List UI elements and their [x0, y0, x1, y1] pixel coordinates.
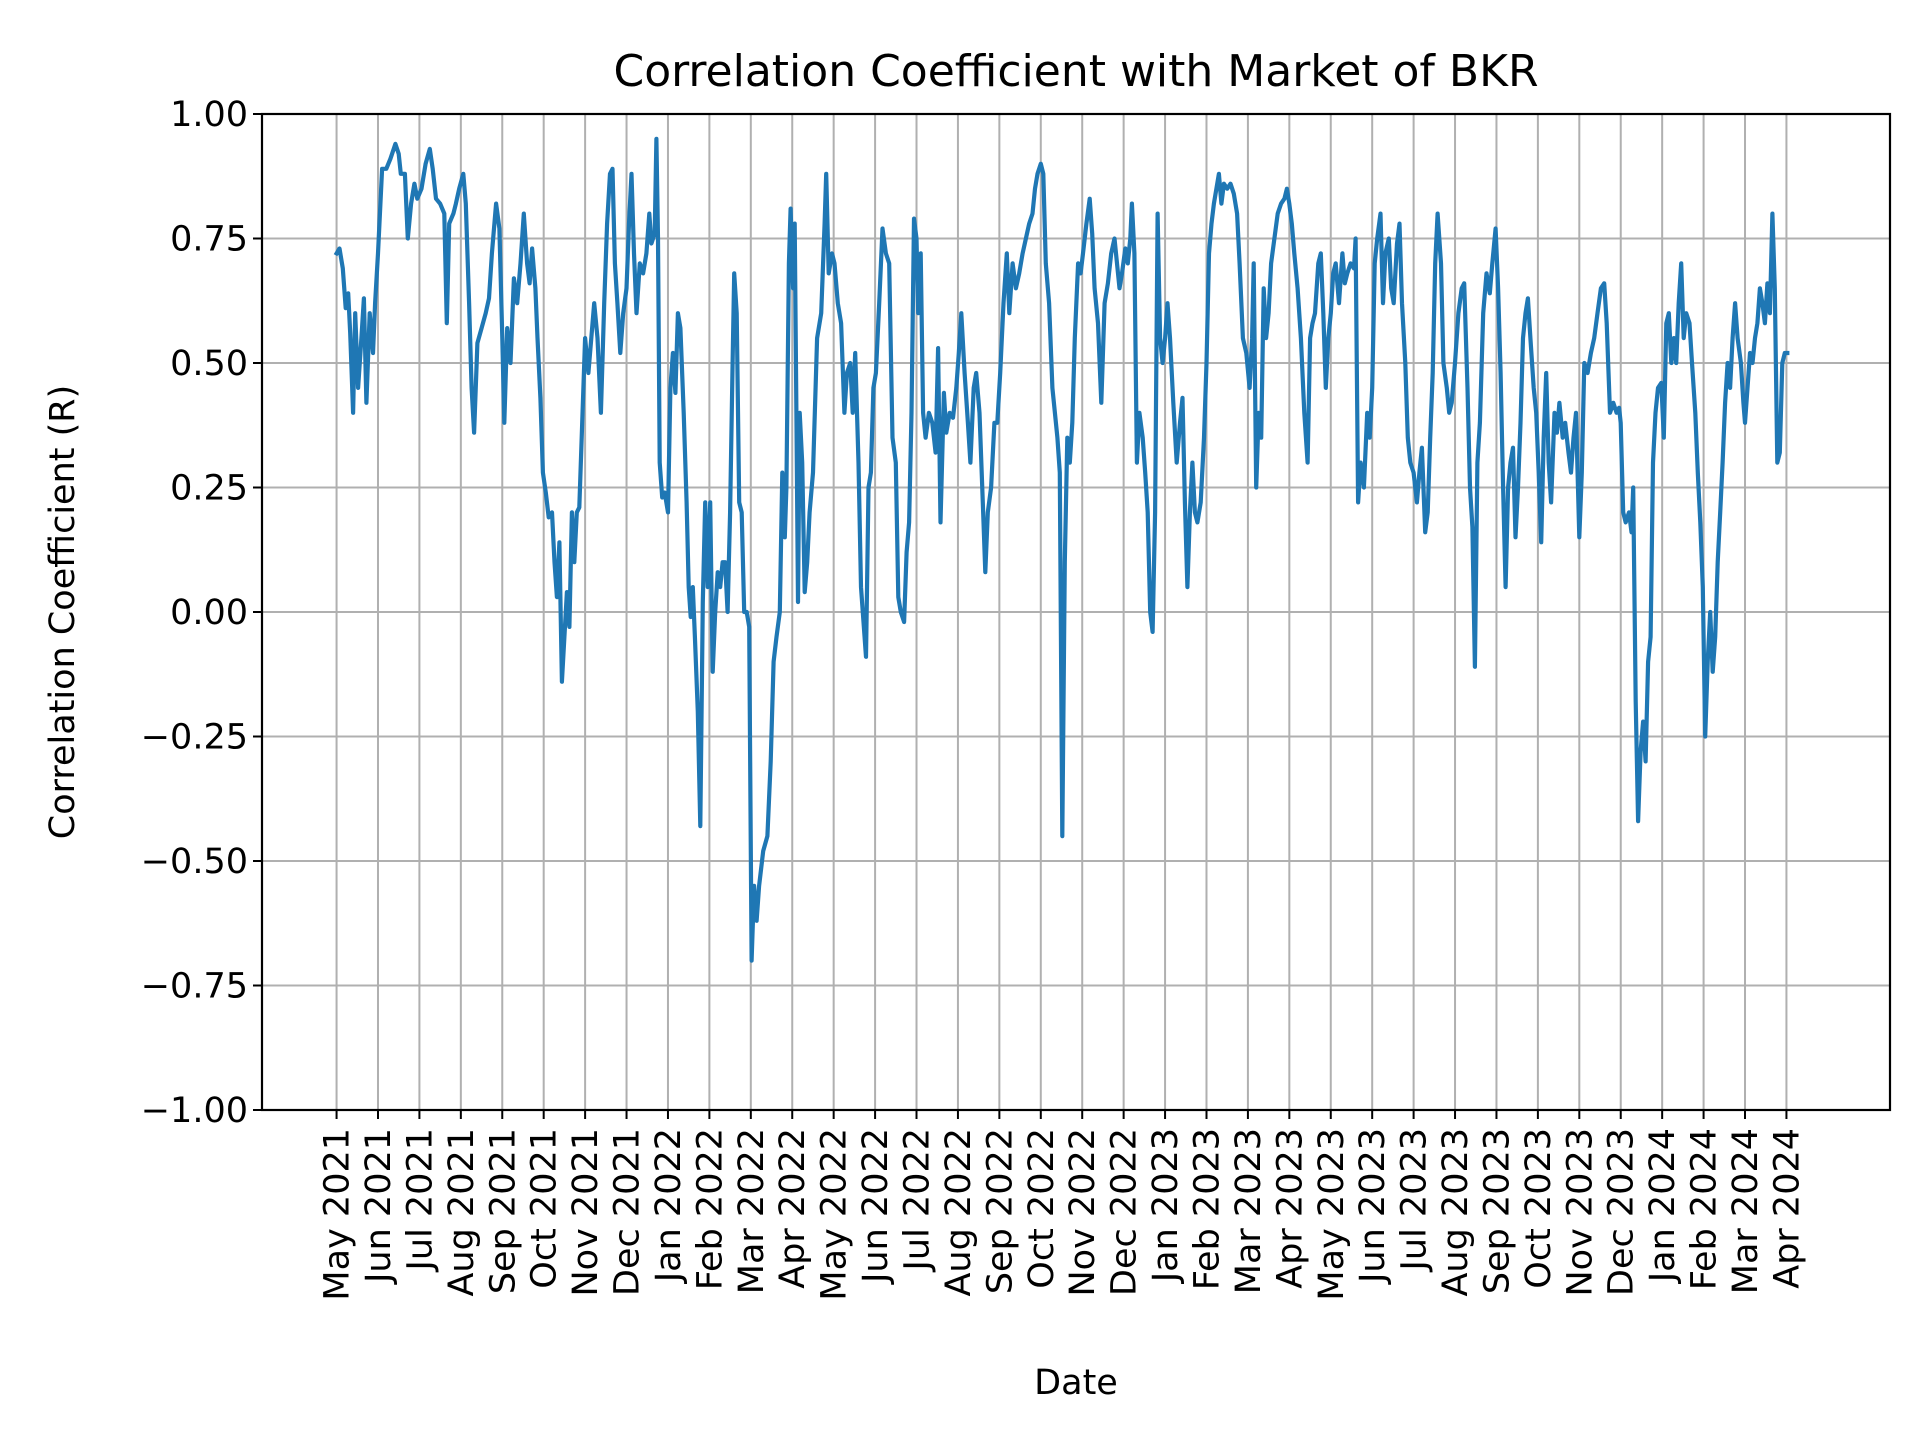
y-tick-label: −0.75 — [141, 967, 248, 1007]
x-tick-label: Jan 2023 — [1146, 1128, 1186, 1284]
series-layer — [333, 136, 1790, 963]
chart-title: Correlation Coefficient with Market of B… — [613, 46, 1538, 97]
x-tick-label: Apr 2022 — [773, 1128, 813, 1289]
x-tick-label: Feb 2023 — [1187, 1128, 1227, 1290]
x-tick-label: Aug 2023 — [1436, 1128, 1476, 1297]
x-tick-label: Feb 2024 — [1685, 1128, 1725, 1290]
y-tick-label: 1.00 — [170, 95, 248, 135]
x-tick-label: Apr 2024 — [1767, 1128, 1807, 1289]
y-tick-label: 0.00 — [170, 593, 248, 633]
x-tick-label: Jul 2022 — [898, 1128, 938, 1272]
x-tick-label: Mar 2022 — [732, 1128, 772, 1294]
y-tick-label: −0.25 — [141, 718, 248, 758]
axis-ticks: −1.00 −0.75 −0.50 −0.25 0.00 0.25 0.50 0.75 1.00… — [141, 95, 1808, 1301]
y-tick-label: −0.50 — [141, 842, 248, 882]
x-tick-label: Nov 2022 — [1063, 1128, 1103, 1297]
x-tick-label: May 2023 — [1312, 1128, 1352, 1301]
x-tick-label: Sep 2022 — [980, 1128, 1020, 1294]
x-tick-label: Aug 2022 — [939, 1128, 979, 1297]
x-tick-label: Oct 2022 — [1022, 1128, 1062, 1289]
x-tick-label: Jul 2021 — [400, 1128, 440, 1272]
x-tick-label: Oct 2023 — [1519, 1128, 1559, 1289]
x-tick-label: Nov 2023 — [1560, 1128, 1600, 1297]
x-tick-label: Jun 2022 — [856, 1128, 896, 1285]
x-tick-label: May 2021 — [318, 1128, 358, 1301]
x-tick-label: Dec 2021 — [608, 1128, 648, 1296]
x-tick-label: Dec 2023 — [1602, 1128, 1642, 1296]
x-tick-label: Jun 2021 — [359, 1128, 399, 1285]
x-tick-label: Mar 2024 — [1726, 1128, 1766, 1294]
x-tick-label: Dec 2022 — [1105, 1128, 1145, 1296]
y-tick-label: 0.50 — [170, 344, 248, 384]
y-tick-label: 0.75 — [170, 220, 248, 260]
x-tick-label: Nov 2021 — [566, 1128, 606, 1297]
y-tick-label: 0.25 — [170, 469, 248, 509]
x-tick-label: Oct 2021 — [525, 1128, 565, 1289]
x-tick-label: Mar 2023 — [1229, 1128, 1269, 1294]
x-tick-label: Jan 2022 — [649, 1128, 689, 1284]
x-tick-label: Sep 2023 — [1477, 1128, 1517, 1294]
x-tick-label: Aug 2021 — [442, 1128, 482, 1297]
x-tick-label: Jan 2024 — [1643, 1128, 1683, 1284]
x-tick-label: Feb 2022 — [690, 1128, 730, 1290]
x-tick-label: May 2022 — [815, 1128, 855, 1301]
x-tick-label: Jun 2023 — [1353, 1128, 1393, 1285]
x-tick-label: Jul 2023 — [1395, 1128, 1435, 1272]
x-axis-label: Date — [1034, 1363, 1118, 1403]
series-line-R — [333, 136, 1790, 963]
x-tick-label: Apr 2023 — [1270, 1128, 1310, 1289]
y-axis-label: Correlation Coefficient (R) — [43, 385, 83, 840]
y-tick-label: −1.00 — [141, 1091, 248, 1131]
x-tick-label: Sep 2021 — [483, 1128, 523, 1294]
